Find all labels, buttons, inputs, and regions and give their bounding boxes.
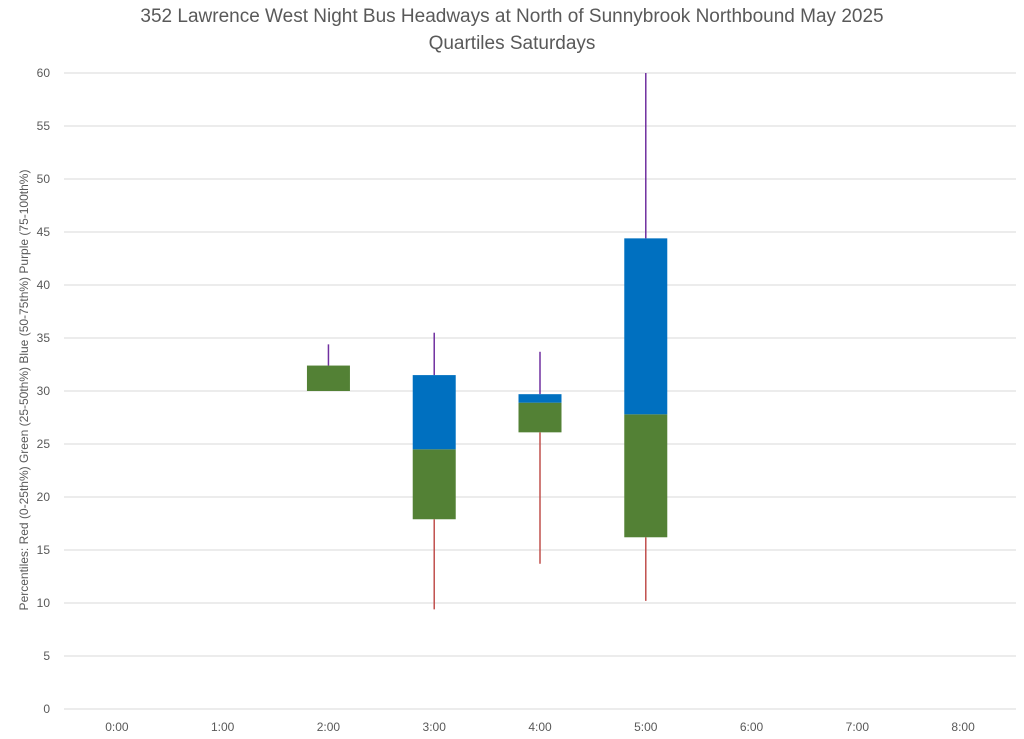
y-tick-label: 25 <box>37 437 51 451</box>
x-tick-label: 2:00 <box>317 720 341 734</box>
y-tick-label: 15 <box>37 543 51 557</box>
x-tick-label: 1:00 <box>211 720 235 734</box>
x-tick-label: 6:00 <box>740 720 764 734</box>
x-tick-label: 4:00 <box>528 720 552 734</box>
x-tick-label: 3:00 <box>423 720 447 734</box>
lower-box <box>412 449 456 520</box>
y-axis-label: Percentiles: Red (0-25th%) Green (25-50t… <box>17 170 31 611</box>
y-tick-label: 50 <box>37 172 51 186</box>
y-tick-label: 45 <box>37 225 51 239</box>
y-tick-label: 35 <box>37 331 51 345</box>
chart-title: 352 Lawrence West Night Bus Headways at … <box>140 6 884 27</box>
y-tick-label: 5 <box>43 649 50 663</box>
x-tick-label: 0:00 <box>105 720 129 734</box>
upper-box <box>412 375 456 450</box>
y-tick-label: 60 <box>37 66 51 80</box>
y-tick-label: 10 <box>37 596 51 610</box>
x-tick-label: 7:00 <box>846 720 870 734</box>
x-tick-label: 8:00 <box>951 720 975 734</box>
lower-box <box>518 402 562 433</box>
y-tick-label: 40 <box>37 278 51 292</box>
y-tick-label: 30 <box>37 384 51 398</box>
lower-box <box>624 414 668 538</box>
chart-subtitle: Quartiles Saturdays <box>428 33 596 54</box>
box-500 <box>624 73 668 601</box>
x-tick-label: 5:00 <box>634 720 658 734</box>
box-400 <box>518 351 562 564</box>
y-axis-ticks: 0 5 10 15 20 25 30 35 40 45 50 55 60 <box>37 66 51 716</box>
upper-box <box>624 238 668 415</box>
upper-box <box>518 394 562 403</box>
box-300 <box>412 332 456 610</box>
box-series <box>306 73 668 610</box>
upper-box <box>306 365 350 391</box>
y-tick-label: 0 <box>43 702 50 716</box>
x-axis-ticks: 0:00 1:00 2:00 3:00 4:00 5:00 6:00 7:00 8:00 <box>105 720 975 734</box>
y-tick-label: 55 <box>37 119 51 133</box>
y-tick-label: 20 <box>37 490 51 504</box>
gridlines <box>64 72 1016 710</box>
box-200 <box>306 344 350 391</box>
